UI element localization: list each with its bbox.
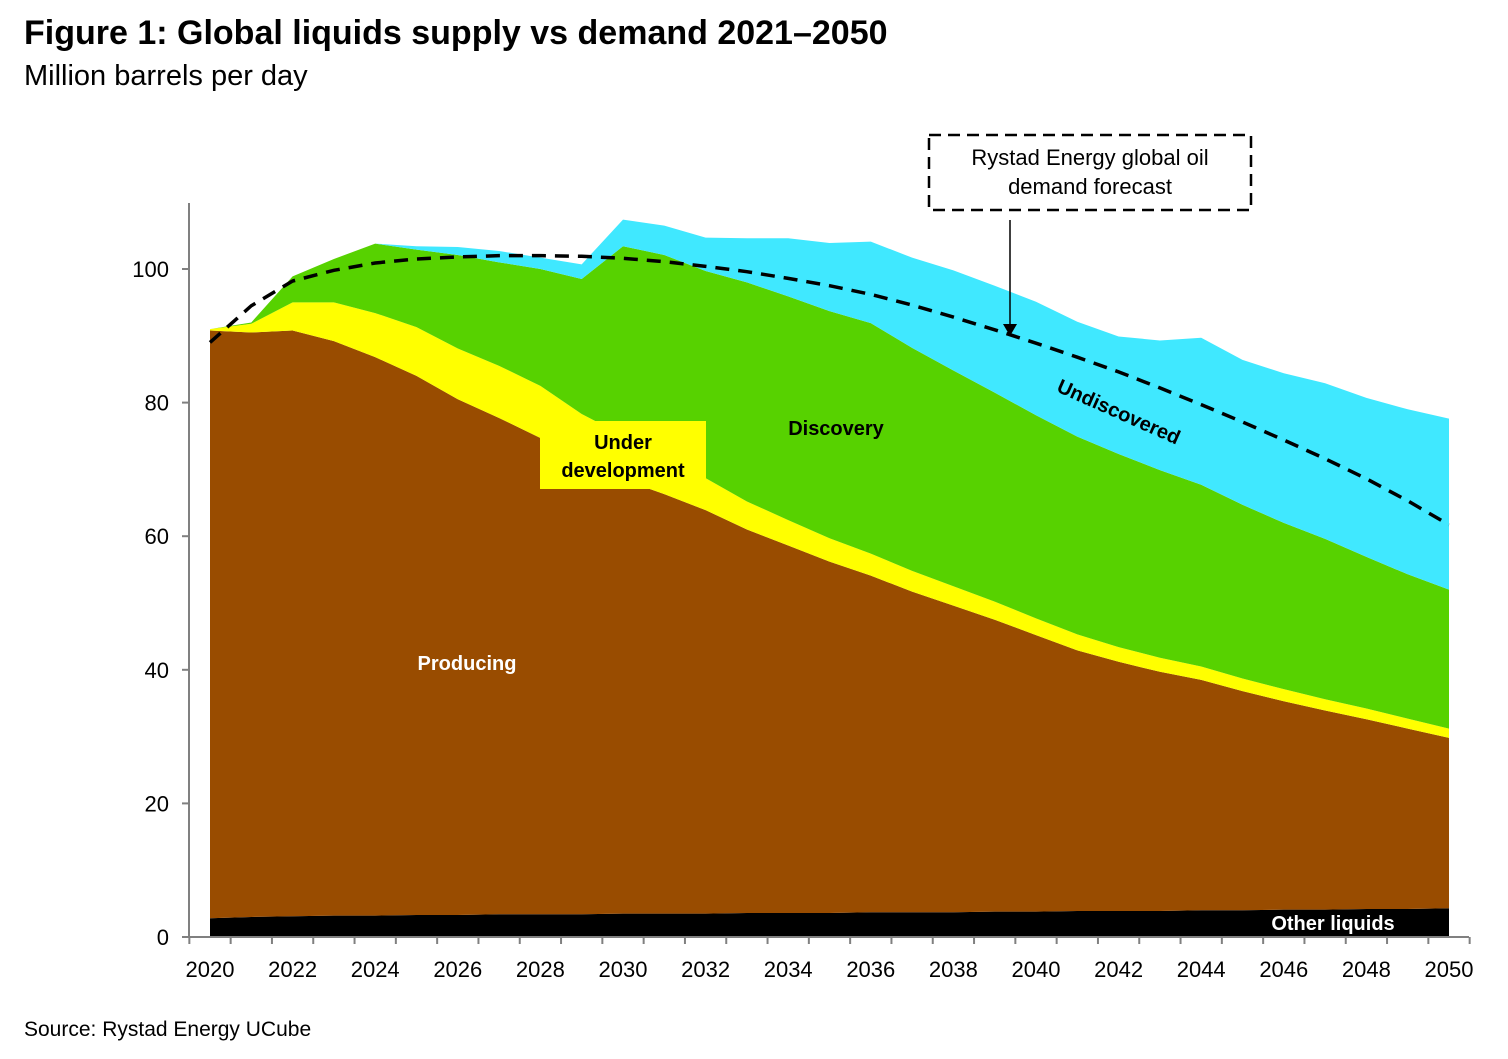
x-tick-label: 2022 xyxy=(268,957,317,982)
x-tick-label: 2046 xyxy=(1259,957,1308,982)
label-under-development-line2: development xyxy=(561,460,685,482)
stacked-areas xyxy=(210,219,1449,937)
y-tick-label: 100 xyxy=(132,257,169,282)
x-tick-label: 2042 xyxy=(1094,957,1143,982)
y-tick-label: 80 xyxy=(145,391,169,416)
x-tick-label: 2038 xyxy=(929,957,978,982)
source-note: Source: Rystad Energy UCube xyxy=(24,1018,312,1041)
y-tick-label: 20 xyxy=(145,791,169,816)
area-under-development xyxy=(210,302,1449,738)
demand-forecast-line xyxy=(208,253,1450,527)
area-other-liquids xyxy=(210,908,1449,937)
callout-arrow-head xyxy=(1003,324,1017,336)
label-under-development-line1: Under xyxy=(594,432,652,454)
x-tick-label: 2034 xyxy=(764,957,813,982)
y-tick-label: 0 xyxy=(157,925,169,950)
x-tick-label: 2044 xyxy=(1177,957,1226,982)
x-tick-label: 2024 xyxy=(351,957,400,982)
x-tick-label: 2020 xyxy=(186,957,235,982)
x-tick-label: 2048 xyxy=(1342,957,1391,982)
callout-text-line2: demand forecast xyxy=(1008,174,1172,199)
area-producing xyxy=(210,330,1449,919)
callout-box-demand-forecast xyxy=(927,133,1253,212)
x-tick-label: 2026 xyxy=(433,957,482,982)
demand-forecast-layer xyxy=(208,253,1450,527)
x-tick-label: 2030 xyxy=(599,957,648,982)
x-tick-label: 2050 xyxy=(1425,957,1474,982)
x-tick-label: 2036 xyxy=(846,957,895,982)
area-discovery xyxy=(210,243,1449,729)
x-tick-label: 2040 xyxy=(1012,957,1061,982)
label-discovery: Discovery xyxy=(788,418,884,440)
y-tick-label: 40 xyxy=(145,658,169,683)
label-other-liquids: Other liquids xyxy=(1271,913,1394,935)
chart-title: Figure 1: Global liquids supply vs deman… xyxy=(24,14,888,52)
x-tick-label: 2032 xyxy=(681,957,730,982)
chart-subtitle: Million barrels per day xyxy=(24,60,308,92)
x-tick-label: 2028 xyxy=(516,957,565,982)
label-producing: Producing xyxy=(418,653,517,675)
y-tick-label: 60 xyxy=(145,524,169,549)
label-box-under-development xyxy=(540,421,706,489)
callout-text-line1: Rystad Energy global oil xyxy=(971,145,1208,170)
